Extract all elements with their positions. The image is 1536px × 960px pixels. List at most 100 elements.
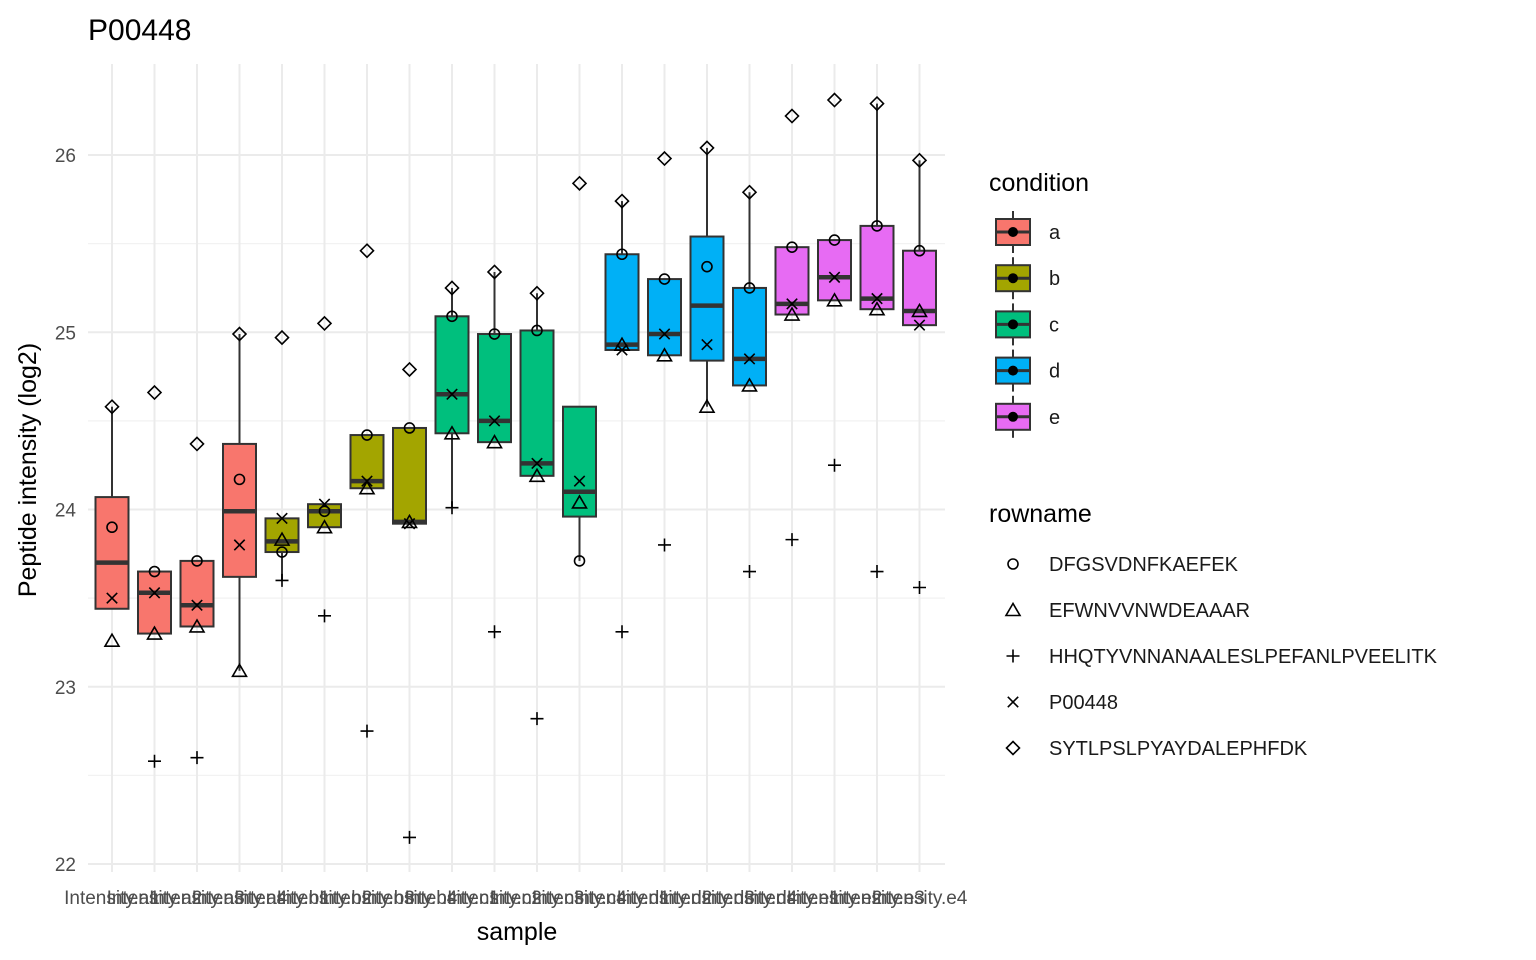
legend-rowname-label: P00448 [1049,692,1118,714]
box-iqr [689,235,725,362]
box-Intensity.a2 [137,570,172,635]
legend-rowname-item: DFGSVDNFKAEFEK [1007,554,1239,576]
legend-condition-item: d [995,349,1060,392]
point-triangle [231,662,248,678]
legend-rowname-label: DFGSVDNFKAEFEK [1049,554,1239,576]
point-circle [403,422,416,434]
legend-rowname: rowname DFGSVDNFKAEFEK EFWNVVNWDEAAAR HHQTY… [989,500,1438,760]
point-diamond [274,329,290,346]
point-triangle [868,301,886,316]
point-circle [148,565,161,578]
box-iqr [647,278,682,357]
point-triangle [316,519,333,534]
point-triangle [528,467,546,483]
legend-condition-label: e [1049,407,1060,429]
point-circle [828,234,841,246]
point-cross [233,539,246,551]
point-circle [786,241,798,253]
box-iqr [477,333,512,444]
legend-condition-title: condition [989,169,1089,197]
legend-rowname-label: HHQTYVNNANAALESLPEFANLPVEELITK [1049,646,1438,668]
box-Intensity.c4 [562,405,597,561]
point-circle [913,244,926,257]
point-diamond [656,150,673,167]
box-Intensity.d1 [604,201,640,351]
x-tick-label: Intensity.b1 [234,888,330,909]
x-tick-label: Intensity.b3 [319,888,415,909]
legend-key-cross [1007,696,1019,708]
point-cross [871,292,883,305]
point-diamond [784,108,800,124]
box-Intensity.a4 [222,334,257,671]
point-circle [871,220,883,232]
point-plus [318,609,331,623]
box-Intensity.b1 [264,517,300,581]
box-Intensity.d3 [689,147,725,407]
point-circle [446,310,458,323]
legend-condition-item: c [995,303,1059,346]
legend-rowname-item: HHQTYVNNANAALESLPEFANLPVEELITK [1006,646,1438,668]
point-diamond [401,361,418,378]
point-cross [658,328,671,340]
point-circle [616,248,628,261]
point-triangle [826,292,843,307]
y-axis-title: Peptide intensity (log2) [14,343,42,597]
point-cross [318,498,331,510]
box-iqr [562,405,597,518]
box-iqr [392,426,427,525]
point-cross [573,475,586,487]
point-plus [913,580,926,594]
point-circle [658,273,671,285]
grid-lines [88,64,945,872]
point-layer [103,92,928,844]
box-Intensity.c1 [434,287,470,508]
point-plus [403,830,416,844]
x-tick-label: Intensity.e2 [787,888,883,909]
x-tick-label: Intensity.a1 [64,888,160,909]
box-iqr [902,249,937,327]
point-circle [276,546,288,558]
point-circle [106,521,118,534]
point-cross [828,271,841,284]
x-tick-label: Intensity.c3 [490,888,585,909]
x-tick-label: Intensity.b2 [277,888,373,909]
point-circle [701,260,713,273]
y-tick-label: 26 [55,146,76,167]
series-diamond [104,92,928,452]
legend-rowname-label: EFWNVVNWDEAAAR [1049,600,1250,622]
x-tick-label: Intensity.d3 [659,888,755,909]
point-diamond [359,243,375,259]
point-cross [361,475,373,487]
point-triangle [486,434,503,449]
x-tick-label: Intensity.b4 [362,888,458,909]
legend-condition-label: d [1049,361,1060,383]
legend-key-dot [1008,319,1018,330]
series-triangle [103,292,928,678]
box-Intensity.a1 [94,406,130,610]
point-plus [743,565,756,579]
point-cross [106,592,118,604]
point-diamond [486,264,503,280]
box-iqr [179,559,215,628]
legend-condition-item: a [995,211,1061,253]
point-circle [488,328,501,340]
point-triangle [146,625,163,640]
legend-rowname-item: SYTLPSLPYAYDALEPHFDK [1005,738,1308,760]
legend-condition-label: c [1049,314,1059,336]
x-tick-label: Intensity.a4 [192,888,288,909]
point-triangle [358,480,376,495]
box-Intensity.d4 [732,192,767,387]
legend-rowname-item: EFWNVVNWDEAAAR [1004,600,1250,622]
legend-key-dot [1008,273,1018,284]
point-cross [276,512,288,525]
legend-key-dot [1008,411,1018,422]
point-triangle [571,494,588,509]
y-tick-label: 22 [55,855,76,876]
point-diamond [529,285,545,301]
point-diamond [571,175,588,191]
point-plus [148,754,161,768]
point-plus [870,565,884,579]
point-circle [233,473,246,486]
box-layer [94,103,937,671]
legend-key-circle [1007,558,1019,570]
